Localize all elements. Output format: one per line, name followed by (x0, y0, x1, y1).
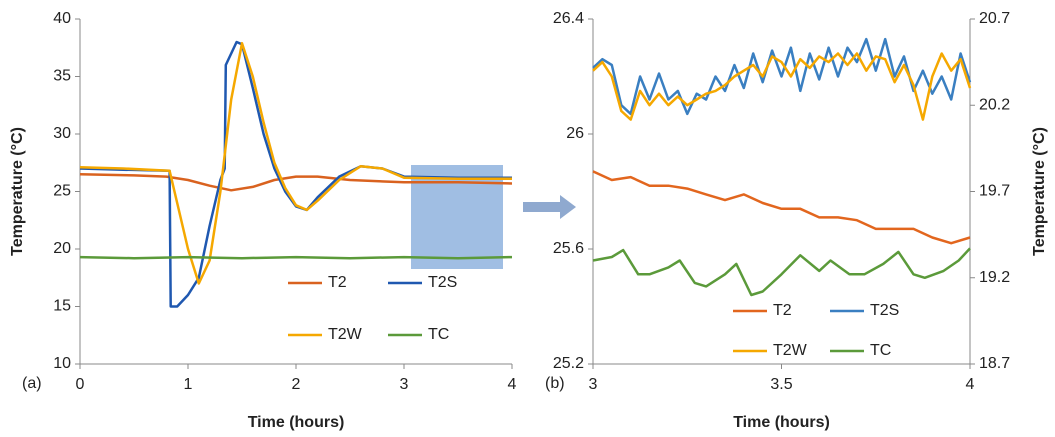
x-tick-label: 3.5 (770, 376, 792, 393)
highlight-box (411, 165, 503, 269)
y-axis-title: Temperature (°C) (9, 127, 26, 256)
y2-tick-label: 19.7 (979, 183, 1010, 200)
y-tick-label: 20 (53, 240, 71, 257)
x-tick-label: 3 (589, 376, 598, 393)
legend-label: T2W (773, 342, 808, 359)
y2-tick-label: 19.2 (979, 269, 1010, 286)
legend-label: TC (428, 326, 449, 343)
y2-tick-label: 18.7 (979, 355, 1010, 372)
panel-label: (a) (22, 375, 42, 392)
legend-label: T2 (773, 302, 792, 319)
y-tick-label: 35 (53, 68, 71, 85)
y-tick-label: 30 (53, 125, 71, 142)
legend-label: T2W (328, 326, 363, 343)
x-tick-label: 2 (292, 376, 301, 393)
y2-axis-title: Temperature (°C) (1031, 127, 1048, 256)
y-tick-label: 25.6 (553, 240, 584, 257)
y2-tick-label: 20.2 (979, 96, 1010, 113)
arrow (523, 195, 576, 219)
series-line (592, 170, 971, 245)
x-tick-label: 1 (184, 376, 193, 393)
y2-tick-label: 20.7 (979, 10, 1010, 27)
series-line (79, 41, 512, 285)
y-tick-label: 26.4 (553, 10, 584, 27)
x-tick-label: 4 (508, 376, 517, 393)
y-tick-label: 40 (53, 10, 71, 27)
legend-label: T2S (870, 302, 899, 319)
legend-label: TC (870, 342, 891, 359)
series-line (592, 247, 971, 297)
x-axis-title: Time (hours) (733, 414, 830, 431)
series-line (79, 255, 513, 260)
x-axis-title: Time (hours) (248, 414, 345, 431)
series-line (592, 52, 972, 121)
panel-label: (b) (545, 375, 565, 392)
y-tick-label: 25 (53, 183, 71, 200)
x-tick-label: 3 (400, 376, 409, 393)
y-tick-label: 15 (53, 298, 71, 315)
x-tick-label: 0 (76, 376, 85, 393)
x-tick-label: 4 (966, 376, 975, 393)
y-tick-label: 25.2 (553, 355, 584, 372)
y-tick-label: 10 (53, 355, 71, 372)
legend-label: T2 (328, 274, 347, 291)
series-line (592, 37, 972, 116)
legend-label: T2S (428, 274, 457, 291)
y-tick-label: 26 (566, 125, 584, 142)
